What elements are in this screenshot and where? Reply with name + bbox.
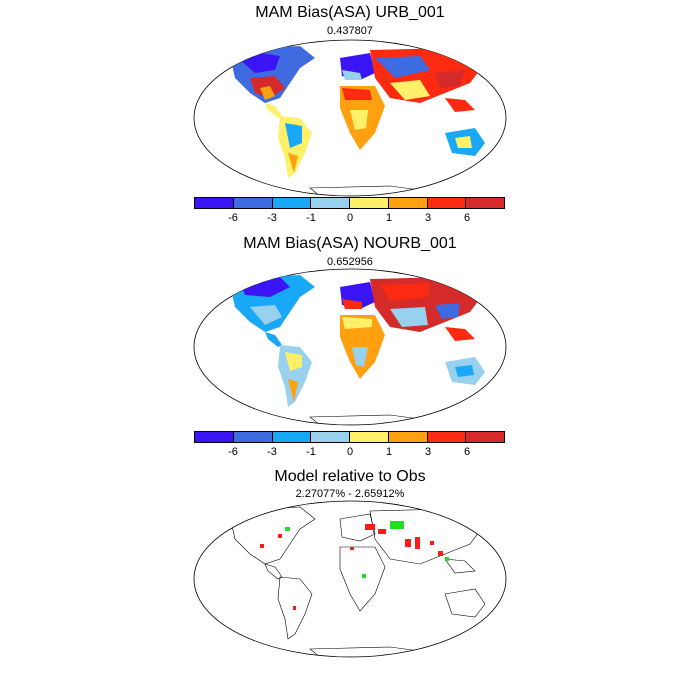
panel2-subtitle: 0.652956	[327, 256, 373, 268]
colorbar-tick: 0	[346, 212, 354, 224]
colorbar-swatch	[233, 198, 273, 208]
colorbar-swatch	[466, 198, 504, 208]
colorbar-swatch	[311, 198, 350, 208]
colorbar-tick: 1	[385, 446, 393, 458]
panel1-colorbar	[194, 197, 505, 209]
europe	[339, 513, 376, 542]
panel2-map	[193, 268, 507, 426]
colorbar-tick: -1	[306, 446, 316, 458]
colorbar-swatch	[350, 198, 389, 208]
colorbar-tick: -6	[228, 212, 238, 224]
panel3-title: Model relative to Obs	[274, 468, 426, 485]
colorbar-tick: 6	[463, 212, 471, 224]
panel2-title: MAM Bias(ASA) NOURB_001	[243, 235, 457, 252]
colorbar-tick: -3	[267, 212, 277, 224]
colorbar-swatch	[350, 432, 389, 442]
colorbar-swatch	[233, 432, 273, 442]
south-america	[277, 576, 313, 640]
colorbar-tick: 6	[463, 446, 471, 458]
colorbar-swatch	[388, 432, 428, 442]
panel1-title: MAM Bias(ASA) URB_001	[255, 4, 445, 21]
colorbar-tick: 0	[346, 446, 354, 458]
difference-markers	[260, 521, 449, 610]
south-america	[278, 345, 312, 407]
colorbar-tick: -3	[267, 446, 277, 458]
colorbar-swatch	[311, 432, 350, 442]
colorbar-swatch	[466, 432, 504, 442]
colorbar-tick: -6	[228, 446, 238, 458]
colorbar-tick: 3	[424, 446, 432, 458]
colorbar-tick: 3	[424, 212, 432, 224]
africa	[339, 546, 386, 612]
australia	[444, 588, 486, 618]
colorbar-swatch	[272, 198, 312, 208]
panel3-map	[193, 500, 507, 658]
panel2-colorbar	[194, 431, 505, 443]
colorbar-tick: -1	[306, 212, 316, 224]
panel3-subtitle: 2.27077% - 2.65912%	[295, 488, 405, 500]
panel1-subtitle: 0.437807	[327, 25, 373, 37]
colorbar-tick: 1	[385, 212, 393, 224]
colorbar-swatch	[427, 432, 467, 442]
colorbar-swatch	[388, 198, 428, 208]
colorbar-swatch	[427, 198, 467, 208]
colorbar-swatch	[195, 432, 234, 442]
colorbar-swatch	[195, 198, 234, 208]
panel1-map	[193, 39, 507, 197]
colorbar-swatch	[272, 432, 312, 442]
south-america	[278, 116, 312, 178]
